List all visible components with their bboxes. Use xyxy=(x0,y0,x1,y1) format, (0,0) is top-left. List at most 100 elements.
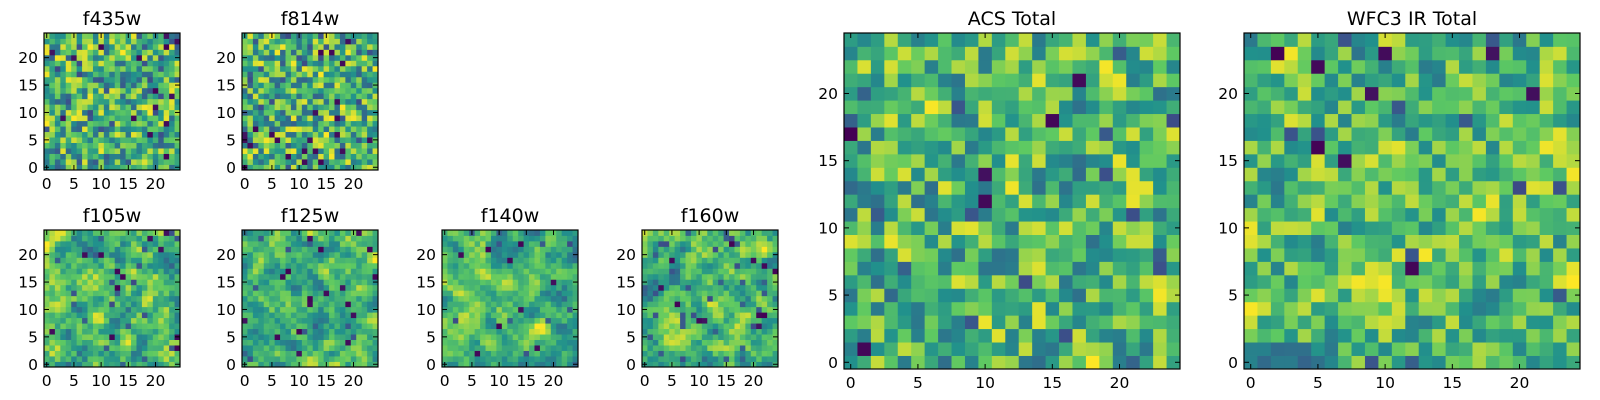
heatmap-cell xyxy=(897,73,912,88)
heatmap-cell xyxy=(103,82,110,89)
heatmap-cell xyxy=(1126,328,1141,343)
y-tick-label: 10 xyxy=(616,301,636,319)
heatmap-cell xyxy=(280,361,286,368)
heatmap-cell xyxy=(318,38,324,45)
heatmap-cell xyxy=(318,312,324,319)
heatmap-cell xyxy=(54,60,61,67)
heatmap-cell xyxy=(356,339,363,346)
heatmap-cell xyxy=(125,54,132,61)
heatmap-cell xyxy=(1351,274,1366,289)
heatmap-cell xyxy=(561,257,568,264)
y-tick-label: 5 xyxy=(28,131,38,149)
heatmap-cell xyxy=(163,76,170,83)
y-tick-label: 15 xyxy=(416,274,436,292)
heatmap-cell xyxy=(109,240,116,247)
heatmap-cell xyxy=(1257,355,1272,370)
heatmap-cell xyxy=(109,148,116,154)
heatmap-cell xyxy=(745,262,752,269)
heatmap-cell xyxy=(897,113,912,128)
heatmap-cell xyxy=(152,339,159,346)
heatmap-cell xyxy=(1432,248,1446,262)
heatmap-cell xyxy=(924,100,939,115)
heatmap-cell xyxy=(163,345,170,351)
heatmap-cell xyxy=(897,328,912,343)
heatmap-cell xyxy=(518,246,524,253)
heatmap-cell xyxy=(285,317,292,324)
heatmap-cell xyxy=(65,295,72,302)
heatmap-cell xyxy=(669,317,676,324)
heatmap-cell xyxy=(247,273,254,280)
heatmap-cell xyxy=(345,246,352,253)
heatmap-cell xyxy=(280,290,286,297)
heatmap-cell xyxy=(718,328,724,335)
heatmap-cell xyxy=(750,290,757,297)
heatmap-cell xyxy=(329,109,335,116)
heatmap-cell xyxy=(1351,315,1366,330)
heatmap-cell xyxy=(54,290,61,297)
heatmap-cell xyxy=(54,54,61,61)
heatmap-cell xyxy=(1139,167,1154,182)
heatmap-cell xyxy=(1459,355,1473,370)
heatmap-cell xyxy=(490,273,497,280)
heatmap-cell xyxy=(978,113,993,128)
heatmap-cell xyxy=(307,257,314,264)
heatmap-cell xyxy=(745,251,752,258)
heatmap-cell xyxy=(323,334,330,340)
heatmap-cell xyxy=(523,328,530,335)
heatmap-cell xyxy=(98,328,105,335)
heatmap-cell xyxy=(361,317,368,324)
heatmap-cell xyxy=(247,65,254,72)
heatmap-cell xyxy=(474,361,481,368)
heatmap-cell xyxy=(269,104,276,111)
heatmap-cell xyxy=(274,93,281,100)
heatmap-cell xyxy=(1270,221,1285,235)
heatmap-cell xyxy=(285,87,292,94)
heatmap-cell xyxy=(729,295,735,302)
heatmap-cell xyxy=(884,221,899,235)
heatmap-cell xyxy=(147,279,154,286)
heatmap-cell xyxy=(734,246,741,253)
heatmap-cell xyxy=(98,345,105,351)
y-tick-label: 5 xyxy=(828,287,838,305)
heatmap-cell xyxy=(114,33,121,39)
heatmap-cell xyxy=(361,115,368,122)
heatmap-cell xyxy=(103,33,110,39)
heatmap-cell xyxy=(136,323,143,330)
heatmap-cell xyxy=(242,284,248,291)
heatmap-cell xyxy=(242,273,248,280)
heatmap-cell xyxy=(252,240,259,247)
heatmap-cell xyxy=(1045,288,1060,303)
heatmap-cell xyxy=(350,87,357,94)
heatmap-cell xyxy=(1018,140,1033,155)
heatmap-cell xyxy=(647,328,654,335)
heatmap-cell xyxy=(301,142,308,149)
heatmap-cell xyxy=(772,268,779,275)
heatmap-cell xyxy=(545,257,552,264)
heatmap-cell xyxy=(1126,301,1141,316)
heatmap-cell xyxy=(339,71,346,78)
heatmap-cell xyxy=(242,246,248,253)
heatmap-cell xyxy=(647,284,654,291)
heatmap-cell xyxy=(485,240,492,247)
heatmap-cell xyxy=(49,104,56,111)
heatmap-cell xyxy=(318,71,324,78)
heatmap-cell xyxy=(263,33,270,39)
heatmap-cell xyxy=(884,153,899,168)
heatmap-cell xyxy=(49,137,56,143)
heatmap-cell xyxy=(114,164,121,171)
heatmap-cell xyxy=(125,148,132,154)
heatmap-cell xyxy=(274,356,281,362)
heatmap-cell xyxy=(938,234,952,249)
heatmap-cell xyxy=(174,104,181,111)
heatmap-cell xyxy=(707,235,714,242)
heatmap-cell xyxy=(307,334,314,340)
heatmap-cell xyxy=(252,284,259,291)
heatmap-cell xyxy=(258,131,265,138)
heatmap-cell xyxy=(290,339,297,346)
heatmap-cell xyxy=(136,345,143,351)
heatmap-cell xyxy=(658,290,665,297)
heatmap-cell xyxy=(1553,288,1567,303)
heatmap-cell xyxy=(339,142,346,149)
heatmap-cell xyxy=(1364,355,1379,370)
heatmap-cell xyxy=(323,279,330,286)
